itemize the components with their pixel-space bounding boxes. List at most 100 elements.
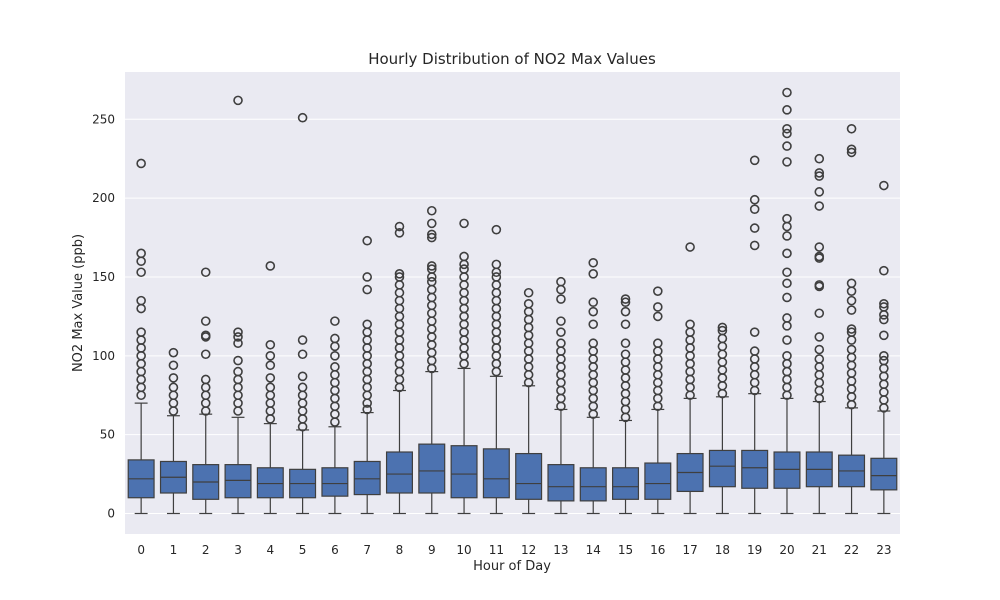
outlier-point [846,327,857,337]
outlier-point [459,218,469,229]
outlier-point [233,332,243,342]
outlier-point [814,332,825,342]
y-tick-label: 50 [100,428,115,442]
outlier-point [426,218,437,229]
outlier-point [620,306,631,317]
outlier-point [685,242,695,252]
outlier-point [685,319,695,330]
outlier-point [330,316,340,326]
outlier-point [394,221,405,232]
outlier-point [394,272,405,282]
box [644,462,672,500]
outlier-point [879,265,889,276]
outlier-point [879,351,889,361]
outlier-point [426,261,437,271]
box-group [515,287,543,515]
outlier-point [879,314,889,325]
outlier-point [782,231,792,241]
outlier-point [620,338,631,349]
outlier-point [717,322,728,333]
box-group [708,322,736,515]
outlier-point [233,366,243,377]
y-tick-label: 150 [92,270,115,284]
box-group [676,242,704,515]
x-tick-label: 14 [586,543,601,557]
outlier-point [200,349,211,360]
outlier-point [782,351,792,361]
outlier-point [136,327,146,337]
box [515,452,543,500]
x-tick-label: 21 [812,543,827,557]
outlier-point [814,201,825,211]
box [224,464,252,499]
box-group [838,123,866,515]
outlier-point [168,382,179,393]
outlier-point [136,267,146,278]
outlier-point [749,240,760,251]
outlier-point [556,338,566,349]
box [353,460,381,496]
x-tick-label: 17 [682,543,697,557]
outlier-point [782,128,792,139]
x-axis-ticks: 0 1 2 3 4 5 6 7 8 9 10 11 12 13 14 15 16 17 18 19 20 21 22 23 [137,543,891,557]
outlier-point [265,351,276,361]
outlier-point [523,287,534,298]
box [741,449,769,489]
outlier-point [233,338,243,349]
outlier-point [620,349,631,360]
outlier-point [846,147,857,158]
box-group [353,235,381,515]
outlier-point [717,325,728,336]
outlier-point [556,294,566,304]
outlier-point [362,319,372,330]
outlier-point [653,311,663,322]
x-tick-label: 10 [456,543,471,557]
outlier-point [200,267,211,278]
outlier-point [653,338,663,349]
outlier-point [491,272,502,282]
outlier-point [265,339,276,350]
outlier-point [814,251,825,262]
outlier-point [265,382,276,393]
outlier-point [426,232,437,243]
x-tick-label: 22 [844,543,859,557]
outlier-point [749,204,760,214]
outlier-point [556,316,566,326]
box-group [418,205,446,515]
outlier-point [168,373,179,383]
y-tick-label: 200 [92,191,115,205]
outlier-point [362,272,372,282]
box [579,467,607,502]
outlier-point [879,298,889,309]
outlier-point [200,316,211,326]
outlier-point [620,319,631,330]
outlier-point [879,330,889,341]
x-tick-label: 15 [618,543,633,557]
outlier-point [136,295,146,306]
outlier-point [814,280,825,290]
box-series [127,87,898,515]
outlier-point [846,344,857,355]
x-tick-label: 8 [396,543,404,557]
outlier-point [814,344,825,355]
outlier-point [814,308,825,319]
outlier-point [782,141,792,151]
x-axis-label: Hour of Day [473,559,551,574]
outlier-point [749,327,760,337]
outlier-point [556,276,566,287]
box [870,457,898,491]
box-group [870,180,898,515]
outlier-point [846,295,857,306]
box [773,451,801,489]
outlier-point [233,95,243,106]
outlier-point [782,278,792,289]
outlier-point [297,112,308,123]
x-tick-label: 6 [331,543,339,557]
x-tick-label: 9 [428,543,436,557]
box [256,467,284,499]
outlier-point [200,330,211,341]
outlier-point [814,168,825,178]
outlier-point [782,157,792,167]
outlier-point [233,355,243,366]
